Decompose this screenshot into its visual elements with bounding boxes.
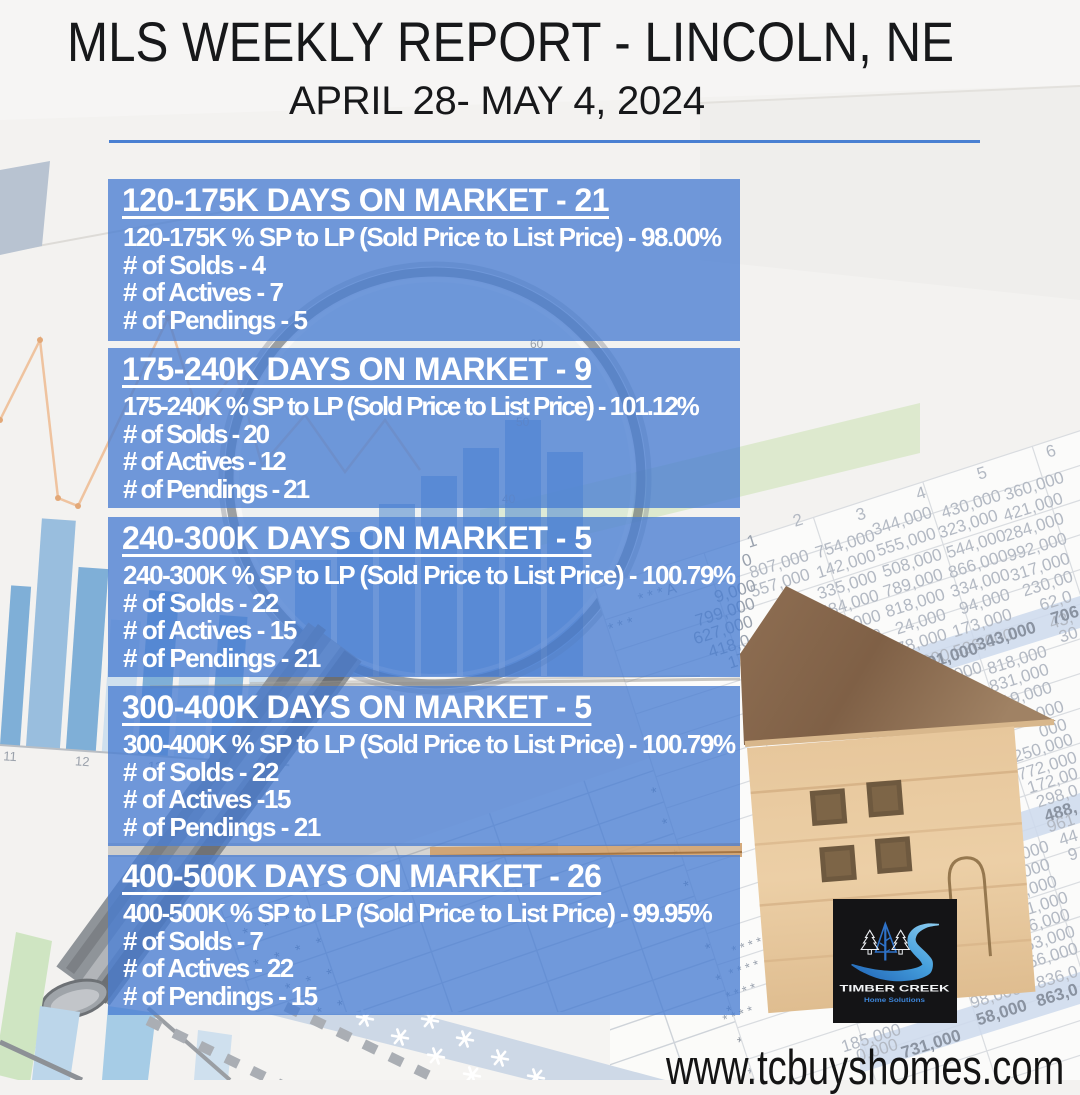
svg-text:30: 30 — [1056, 623, 1080, 647]
svg-text:11: 11 — [3, 748, 18, 764]
svg-text:TIMBER CREEK: TIMBER CREEK — [840, 984, 950, 995]
svg-text:Home Solutions: Home Solutions — [864, 997, 925, 1004]
svg-text:44: 44 — [1056, 826, 1080, 850]
svg-text:12: 12 — [75, 753, 90, 769]
